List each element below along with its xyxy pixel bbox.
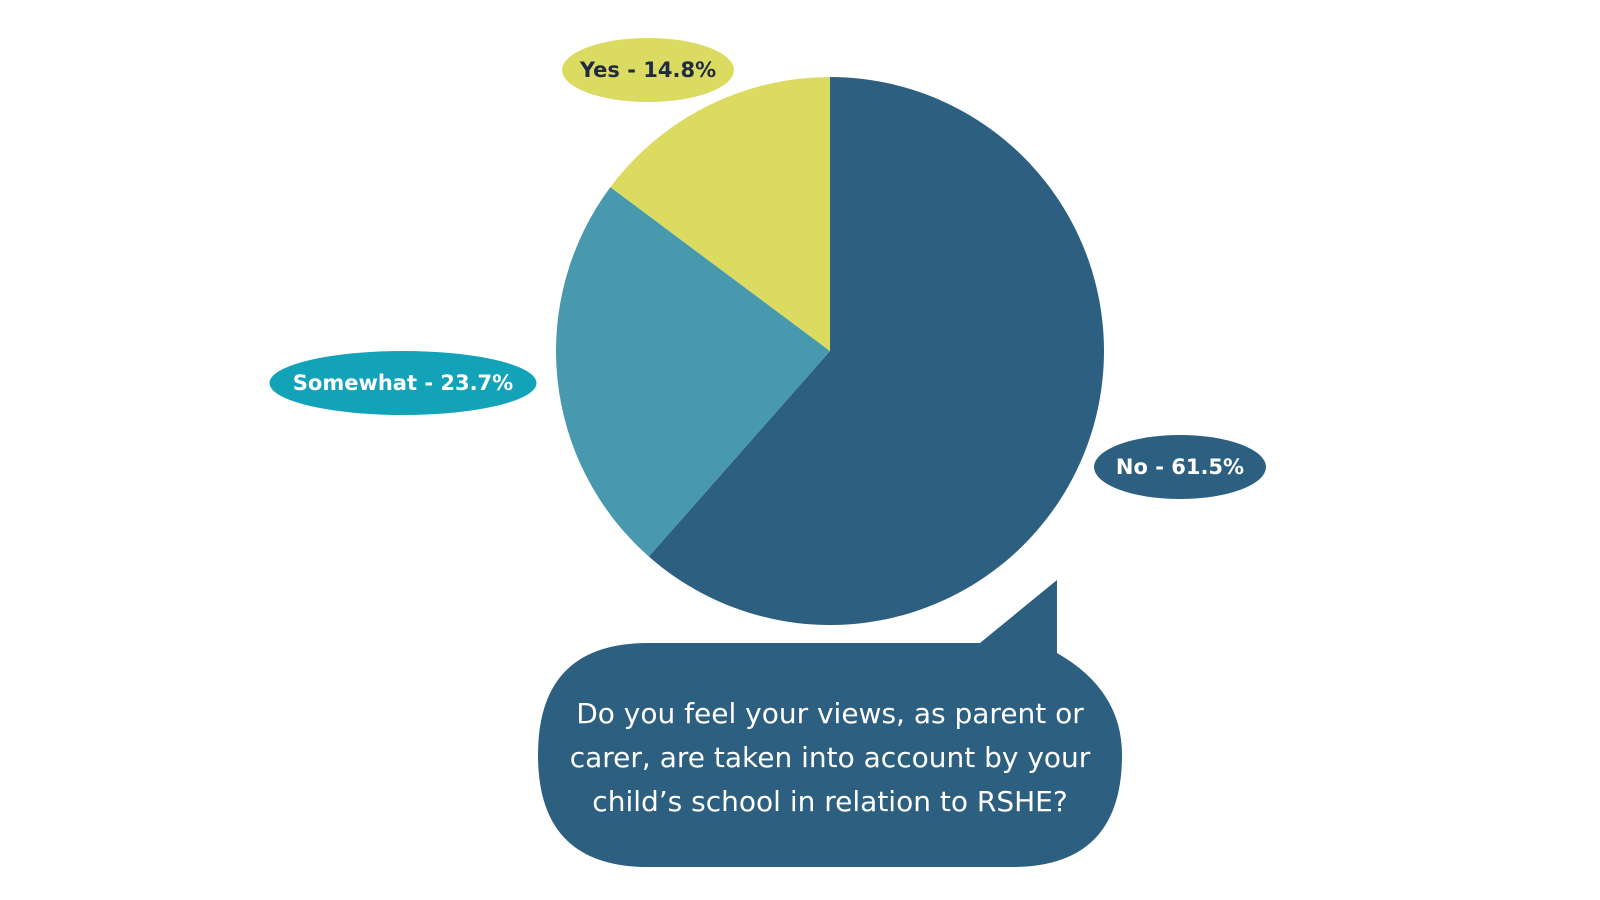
label-pill <box>1094 435 1266 499</box>
label-pill <box>562 38 734 102</box>
pie-slice <box>610 77 830 351</box>
speech-bubble <box>538 580 1122 867</box>
pie <box>555 77 1104 625</box>
data-label: Somewhat - 23.7% <box>293 371 513 395</box>
chart-title: Do you feel your views, as parent or car… <box>569 697 1091 818</box>
data-label: No - 61.5% <box>1116 455 1244 479</box>
label-pill <box>269 351 537 415</box>
labels: No - 61.5% Somewhat - 23.7% Yes - 14.8% <box>269 38 1266 499</box>
pie-slice <box>648 77 1104 625</box>
data-label: Yes - 14.8% <box>579 58 716 82</box>
pie-slice <box>555 187 830 557</box>
